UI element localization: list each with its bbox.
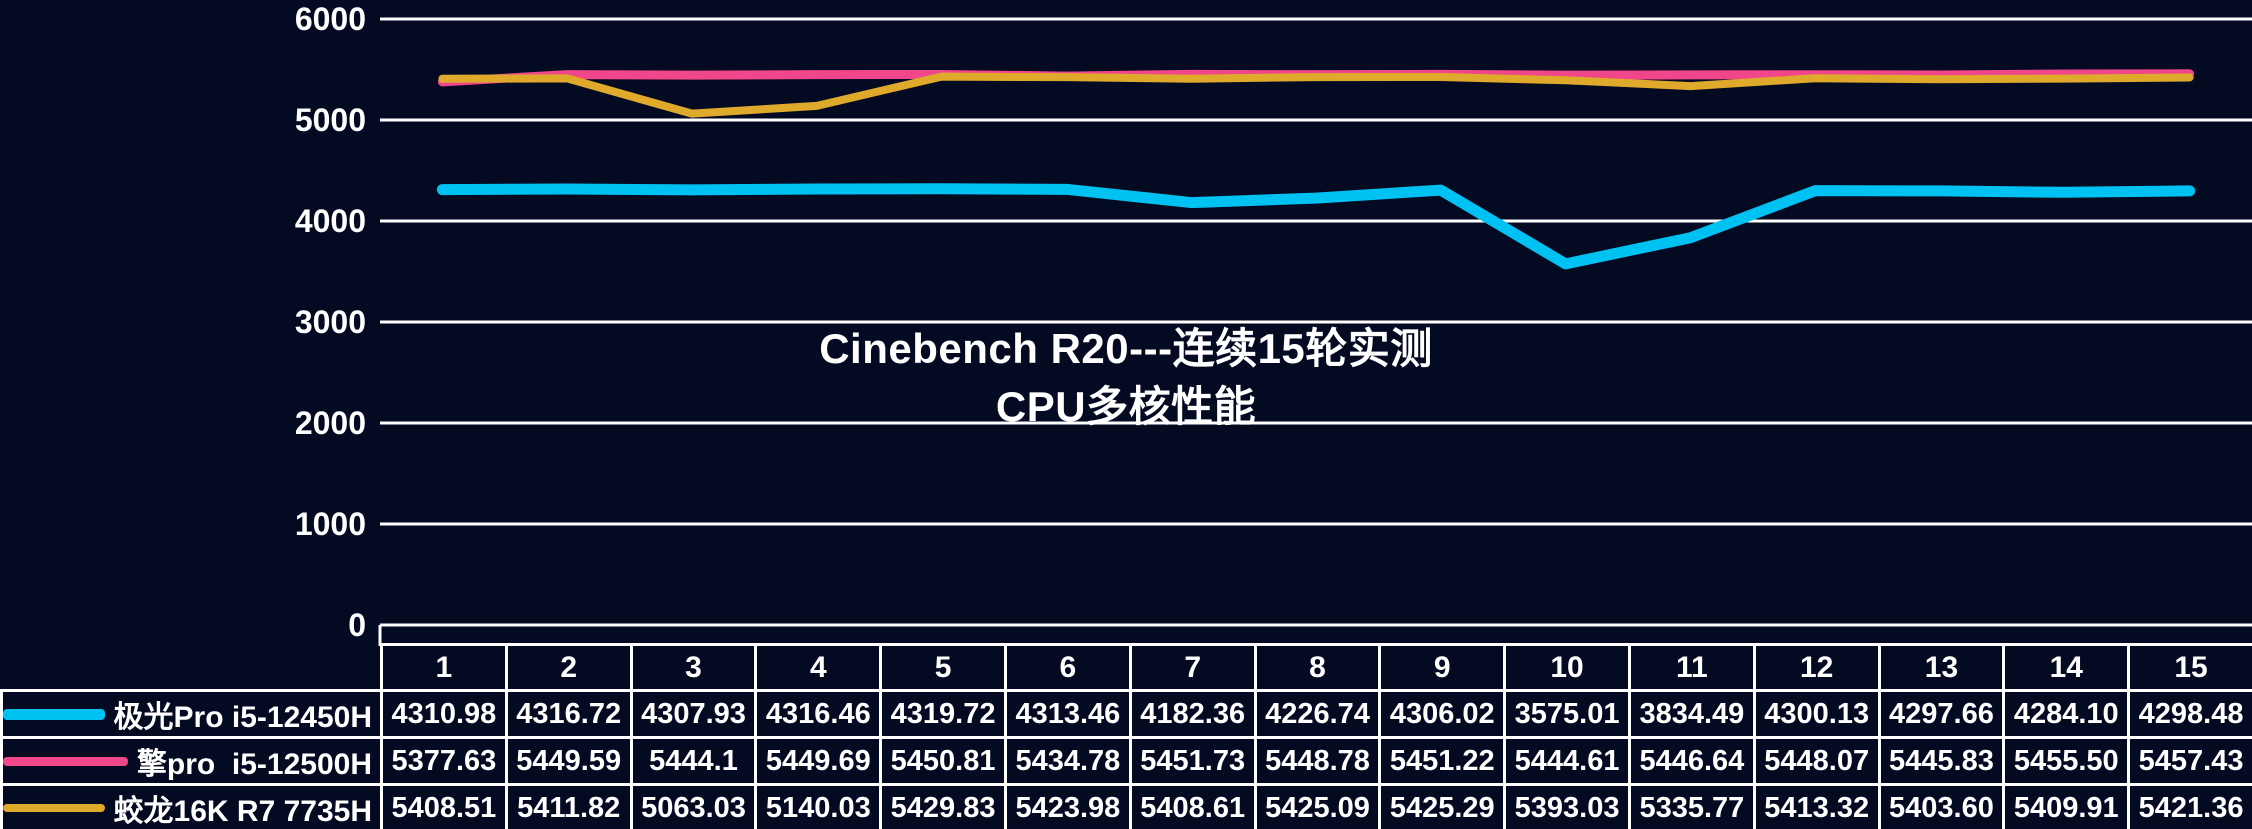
value-cell: 5449.69 — [754, 736, 883, 786]
value-cell: 4182.36 — [1128, 689, 1257, 739]
legend-cell: 极光Pro i5-12450H — [0, 689, 383, 739]
value-cell: 4297.66 — [1877, 689, 2006, 739]
table-row: 极光Pro i5-12450H 4310.98 4316.72 4307.93 4316… — [0, 689, 2252, 739]
value-cell: 5377.63 — [380, 736, 508, 786]
table-row: 擎pro i5-12500H 5377.63 5449.59 5444.1 5449.6… — [0, 736, 2252, 786]
series-line — [438, 72, 2194, 118]
value-cell: 5413.32 — [1752, 783, 1881, 829]
round-header-cell: 3 — [629, 643, 758, 692]
table-header-row: 1 2 3 4 5 6 7 8 9 10 11 12 13 14 15 — [2, 643, 2252, 692]
value-cell: 5408.61 — [1128, 783, 1257, 829]
y-tick-label: 1000 — [295, 506, 366, 542]
round-header-cell: 7 — [1128, 643, 1257, 692]
series-label: 擎pro i5-12500H — [136, 748, 372, 781]
value-cell: 5425.09 — [1253, 783, 1382, 829]
value-cell: 5393.03 — [1503, 783, 1631, 829]
value-cell: 4307.93 — [629, 689, 758, 739]
series-label: 极光Pro i5-12450H — [113, 701, 372, 734]
chart-title-line2: CPU多核性能 — [995, 383, 1257, 430]
value-cell: 5444.1 — [629, 736, 758, 786]
value-cell: 3834.49 — [1627, 689, 1756, 739]
series-color-swatch — [4, 804, 105, 812]
value-cell: 4316.72 — [504, 689, 633, 739]
round-header-cell: 2 — [504, 643, 633, 692]
legend-cell: 擎pro i5-12500H — [0, 736, 383, 786]
value-cell: 5450.81 — [879, 736, 1007, 786]
value-cell: 5063.03 — [629, 783, 758, 829]
y-tick-label: 5000 — [295, 102, 366, 138]
value-cell: 5444.61 — [1503, 736, 1631, 786]
value-cell: 5457.43 — [2127, 736, 2252, 786]
value-cell: 5421.36 — [2127, 783, 2252, 829]
y-tick-label: 4000 — [295, 203, 366, 239]
chart-title-line1: Cinebench R20---连续15轮实测 — [819, 325, 1433, 372]
round-header-cell: 13 — [1877, 643, 2006, 692]
value-cell: 4313.46 — [1003, 689, 1132, 739]
round-header-cell: 9 — [1378, 643, 1507, 692]
value-cell: 4306.02 — [1378, 689, 1507, 739]
table-row: 蛟龙16K R7 7735H 5408.51 5411.82 5063.03 5140.… — [0, 783, 2252, 829]
series-color-swatch — [4, 756, 128, 766]
value-cell: 4310.98 — [380, 689, 508, 739]
value-cell: 5429.83 — [879, 783, 1007, 829]
value-cell: 5335.77 — [1627, 783, 1756, 829]
value-cell: 5455.50 — [2002, 736, 2131, 786]
series-label: 蛟龙16K R7 7735H — [113, 795, 372, 828]
value-cell: 5409.91 — [2002, 783, 2131, 829]
round-header-cell: 14 — [2002, 643, 2131, 692]
round-header-cell: 6 — [1003, 643, 1132, 692]
value-cell: 4316.46 — [754, 689, 883, 739]
data-table: 1 2 3 4 5 6 7 8 9 10 11 12 13 14 15 极光Pro i5-12450H 4310… — [0, 643, 2252, 829]
y-tick-label: 2000 — [295, 405, 366, 441]
value-cell: 5448.07 — [1752, 736, 1881, 786]
round-header-cell: 1 — [380, 643, 508, 692]
round-header-cell: 15 — [2127, 643, 2252, 692]
value-cell: 5451.22 — [1378, 736, 1507, 786]
y-tick-label: 3000 — [295, 304, 366, 340]
round-header-cell: 12 — [1752, 643, 1881, 692]
round-header-cell: 5 — [879, 643, 1007, 692]
y-tick-label: 0 — [348, 607, 366, 643]
value-cell: 5425.29 — [1378, 783, 1507, 829]
value-cell: 4298.48 — [2127, 689, 2252, 739]
series-line — [436, 183, 2196, 270]
value-cell: 5403.60 — [1877, 783, 2006, 829]
legend-cell: 蛟龙16K R7 7735H — [0, 783, 383, 829]
value-cell: 5451.73 — [1128, 736, 1257, 786]
series-color-swatch — [4, 708, 105, 720]
y-tick-label: 6000 — [295, 1, 366, 37]
value-cell: 4284.10 — [2002, 689, 2131, 739]
round-header-cell: 8 — [1253, 643, 1382, 692]
value-cell: 5140.03 — [754, 783, 883, 829]
value-cell: 4300.13 — [1752, 689, 1881, 739]
value-cell: 5434.78 — [1003, 736, 1132, 786]
value-cell: 3575.01 — [1503, 689, 1631, 739]
round-header-cell: 10 — [1503, 643, 1631, 692]
value-cell: 5423.98 — [1003, 783, 1132, 829]
round-header-cell: 4 — [754, 643, 883, 692]
value-cell: 5446.64 — [1627, 736, 1756, 786]
value-cell: 5448.78 — [1253, 736, 1382, 786]
value-cell: 5449.59 — [504, 736, 633, 786]
chart-title: Cinebench R20---连续15轮实测 CPU多核性能 — [0, 320, 2252, 436]
round-header-cell: 11 — [1627, 643, 1756, 692]
value-cell: 4319.72 — [879, 689, 1007, 739]
table-corner-cell — [2, 645, 382, 691]
value-cell: 5445.83 — [1877, 736, 2006, 786]
value-cell: 4226.74 — [1253, 689, 1382, 739]
value-cell: 5408.51 — [380, 783, 508, 829]
value-cell: 5411.82 — [504, 783, 633, 829]
